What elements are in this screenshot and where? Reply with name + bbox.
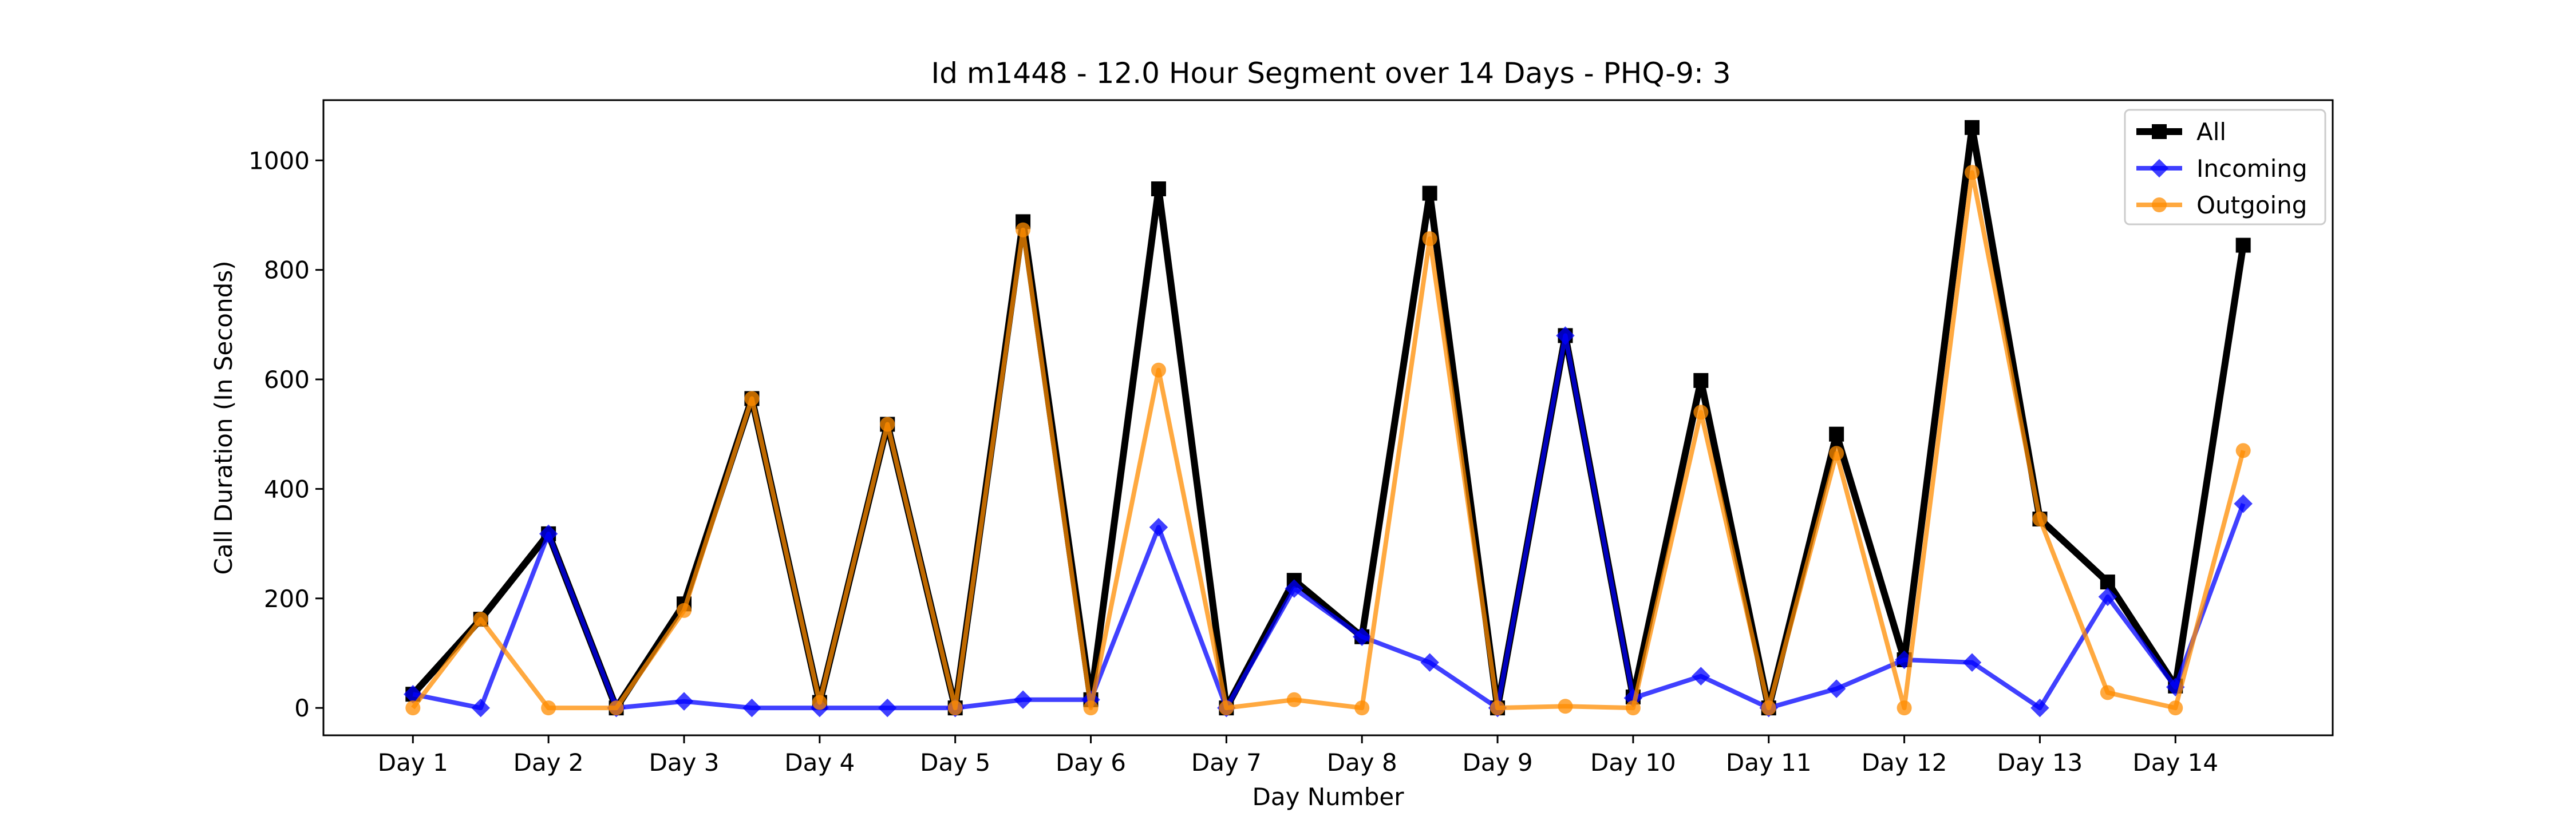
x-tick-label: Day 8 bbox=[1327, 748, 1397, 777]
data-point-incoming bbox=[878, 698, 897, 718]
y-tick-label: 400 bbox=[264, 475, 310, 503]
x-axis: Day 1 Day 2 Day 3 Day 4 Day 5 Day 6 Day 7 Day 8… bbox=[378, 735, 2218, 777]
legend-item-incoming: Incoming bbox=[2136, 154, 2308, 183]
data-point-all bbox=[1151, 181, 1166, 197]
data-point-outgoing bbox=[2168, 700, 2183, 716]
data-point-outgoing bbox=[1965, 165, 1980, 180]
data-point-incoming bbox=[1827, 679, 1846, 698]
data-point-all bbox=[2235, 237, 2251, 253]
x-tick-label: Day 3 bbox=[649, 748, 719, 777]
data-point-incoming bbox=[471, 698, 490, 718]
x-tick-label: Day 4 bbox=[784, 748, 855, 777]
series-layer bbox=[404, 120, 2253, 718]
data-point-incoming bbox=[2234, 494, 2253, 513]
series-all bbox=[405, 120, 2251, 716]
x-tick-label: Day 12 bbox=[1862, 748, 1947, 777]
series-outgoing bbox=[405, 165, 2251, 716]
data-point-outgoing bbox=[1490, 700, 1506, 716]
data-point-incoming bbox=[1013, 690, 1033, 710]
data-point-incoming bbox=[1962, 653, 1982, 672]
chart-title: Id m1448 - 12.0 Hour Segment over 14 Day… bbox=[931, 57, 1730, 90]
data-point-all bbox=[1829, 426, 1844, 442]
legend-marker-incoming bbox=[2150, 159, 2169, 178]
x-axis-label: Day Number bbox=[1252, 783, 1404, 811]
legend-label-incoming: Incoming bbox=[2196, 154, 2308, 183]
legend-item-all: All bbox=[2136, 118, 2226, 146]
legend-marker-outgoing bbox=[2152, 197, 2167, 212]
y-tick-label: 200 bbox=[264, 585, 310, 613]
series-line-incoming bbox=[412, 333, 2246, 711]
series-line-outgoing bbox=[411, 170, 2246, 711]
legend-item-outgoing: Outgoing bbox=[2136, 191, 2307, 219]
data-point-incoming bbox=[539, 524, 558, 544]
data-point-outgoing bbox=[880, 417, 895, 432]
data-point-outgoing bbox=[677, 603, 692, 618]
legend-label-outgoing: Outgoing bbox=[2196, 191, 2307, 219]
y-tick-label: 600 bbox=[264, 366, 310, 394]
data-point-outgoing bbox=[1558, 699, 1573, 714]
data-point-incoming bbox=[1149, 518, 1168, 537]
data-point-all bbox=[1965, 120, 1980, 135]
data-point-incoming bbox=[1352, 627, 1372, 647]
data-point-outgoing bbox=[1151, 362, 1166, 378]
x-tick-label: Day 13 bbox=[1997, 748, 2083, 777]
data-point-all bbox=[1693, 373, 1709, 388]
data-point-all bbox=[2100, 575, 2115, 590]
data-point-outgoing bbox=[405, 700, 421, 716]
data-point-outgoing bbox=[1083, 700, 1099, 716]
data-point-incoming bbox=[742, 698, 761, 718]
data-point-outgoing bbox=[812, 695, 827, 710]
y-tick-label: 800 bbox=[264, 256, 310, 284]
x-tick-label: Day 7 bbox=[1191, 748, 1262, 777]
y-tick-label: 0 bbox=[294, 694, 310, 722]
x-tick-label: Day 9 bbox=[1463, 748, 1533, 777]
data-point-outgoing bbox=[1761, 700, 1776, 716]
y-axis-label: Call Duration (In Seconds) bbox=[210, 260, 238, 575]
data-point-incoming bbox=[1420, 653, 1439, 672]
data-point-outgoing bbox=[1693, 405, 1709, 420]
data-point-outgoing bbox=[2235, 443, 2251, 458]
data-point-outgoing bbox=[1016, 222, 1031, 237]
x-tick-label: Day 10 bbox=[1590, 748, 1676, 777]
x-tick-label: Day 14 bbox=[2132, 748, 2218, 777]
data-point-outgoing bbox=[2032, 512, 2048, 527]
data-point-incoming bbox=[2030, 698, 2049, 718]
data-point-outgoing bbox=[1286, 692, 1302, 707]
x-tick-label: Day 1 bbox=[378, 748, 448, 777]
data-point-outgoing bbox=[2100, 685, 2115, 700]
data-point-outgoing bbox=[1897, 700, 1912, 716]
data-point-incoming bbox=[2098, 587, 2117, 607]
data-point-outgoing bbox=[1829, 446, 1844, 461]
data-point-incoming bbox=[1556, 326, 1575, 345]
data-point-outgoing bbox=[947, 700, 963, 716]
legend-label-all: All bbox=[2196, 118, 2226, 146]
data-point-outgoing bbox=[1219, 700, 1234, 716]
data-point-outgoing bbox=[473, 612, 488, 627]
data-point-incoming bbox=[1285, 579, 1304, 598]
x-tick-label: Day 2 bbox=[513, 748, 584, 777]
x-tick-label: Day 11 bbox=[1726, 748, 1812, 777]
y-axis: 0 200 400 600 800 1000 bbox=[248, 146, 323, 722]
legend: All Incoming Outgoing bbox=[2124, 109, 2326, 225]
legend-marker-all bbox=[2152, 124, 2167, 139]
legend-box bbox=[2124, 109, 2326, 225]
data-point-all bbox=[1422, 185, 1437, 201]
data-point-incoming bbox=[674, 692, 694, 711]
y-tick-label: 1000 bbox=[248, 146, 310, 175]
plot-area bbox=[322, 99, 2334, 736]
data-point-incoming bbox=[1692, 667, 1710, 686]
data-point-outgoing bbox=[541, 700, 556, 716]
x-tick-label: Day 5 bbox=[920, 748, 990, 777]
x-tick-label: Day 6 bbox=[1056, 748, 1126, 777]
data-point-outgoing bbox=[609, 700, 624, 716]
data-point-outgoing bbox=[1625, 700, 1641, 716]
data-point-outgoing bbox=[1422, 231, 1437, 247]
series-incoming bbox=[404, 326, 2253, 718]
data-point-outgoing bbox=[1354, 700, 1370, 716]
data-point-outgoing bbox=[744, 391, 760, 406]
